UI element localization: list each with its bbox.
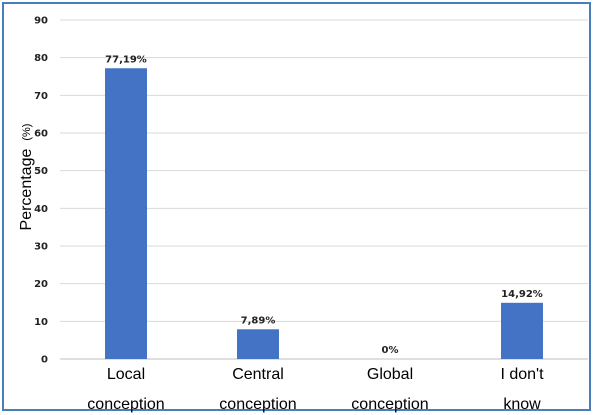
category-label-line: I don't [500, 366, 544, 383]
bar [237, 329, 279, 359]
category-label-line: know [503, 396, 541, 413]
category-label: I don't know [500, 366, 544, 413]
category-label-line: Global [367, 366, 413, 383]
data-label: 77,19% [105, 54, 147, 65]
y-tick-label: 0 [41, 355, 48, 366]
y-tick-label: 20 [34, 279, 48, 290]
y-axis-label: Percentage [18, 149, 35, 231]
data-label: 0% [382, 345, 399, 356]
category-label: Central conception [219, 366, 296, 413]
y-axis-unit: (%) [21, 124, 33, 141]
y-axis-label-group: Percentage (%) [18, 124, 36, 231]
category-label-line: Local [107, 366, 145, 383]
data-label: 7,89% [241, 315, 276, 326]
category-label-line: Central [232, 366, 284, 383]
bar [501, 302, 543, 359]
y-tick-label: 40 [34, 204, 48, 215]
data-label: 14,92% [501, 289, 543, 300]
category-label-line: conception [87, 396, 164, 413]
category-label: Local conception [87, 366, 164, 413]
y-tick-label: 70 [34, 91, 48, 102]
category-label: Global conception [351, 366, 428, 413]
y-tick-label: 10 [34, 317, 48, 328]
category-label-line: conception [219, 396, 296, 413]
y-tick-label: 90 [34, 16, 48, 27]
chart-frame [2, 2, 591, 411]
bar [105, 68, 147, 359]
y-tick-label: 80 [34, 53, 48, 64]
y-tick-label: 30 [34, 242, 48, 253]
category-label-line: conception [351, 396, 428, 413]
y-tick-label: 60 [34, 129, 48, 140]
y-tick-label: 50 [34, 166, 48, 177]
y-axis-title: Percentage (%) [18, 124, 36, 231]
